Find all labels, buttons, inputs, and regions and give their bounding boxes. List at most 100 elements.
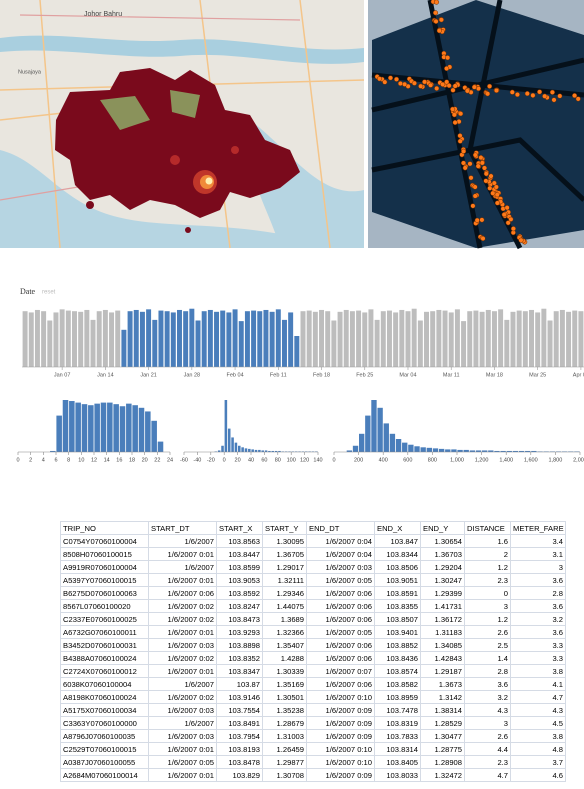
histogram-bar: [451, 449, 456, 452]
table-row: 8567L070601000201/6/2007 0:02103.82471.4…: [61, 600, 566, 613]
bar: [60, 309, 65, 367]
x-tick-label: 140: [313, 457, 322, 463]
histogram-bar: [231, 437, 234, 452]
table-cell: 1.3142: [421, 691, 465, 704]
table-cell: 103.8447: [217, 548, 263, 561]
x-tick-label: 2,000: [573, 457, 584, 463]
table-cell: 103.8473: [217, 613, 263, 626]
histogram-bar: [113, 404, 119, 452]
table-cell: 1.29346: [263, 587, 307, 600]
reset-link[interactable]: reset: [42, 290, 56, 296]
map-dot: [495, 192, 500, 197]
table-cell: 3.4: [511, 535, 566, 548]
histogram-bar: [94, 404, 100, 452]
x-tick-label: 4: [42, 457, 45, 463]
table-cell: 3.2: [465, 691, 511, 704]
table-cell: 2.5: [465, 639, 511, 652]
histogram-bar: [241, 447, 244, 452]
bar: [233, 309, 238, 367]
bar: [325, 311, 330, 367]
bar: [78, 312, 83, 367]
x-tick-label: 0: [223, 457, 226, 463]
table-cell: 103.8319: [375, 717, 421, 730]
table-cell: 3.7: [511, 756, 566, 769]
map-dot: [468, 162, 473, 167]
table-cell: 1.35169: [263, 678, 307, 691]
map-dot: [489, 174, 494, 179]
page: Johor Bahru Nusajaya DateresetJan 07Jan …: [0, 0, 584, 789]
bar: [486, 310, 491, 367]
table-cell: 4.6: [511, 769, 566, 782]
bar: [152, 320, 157, 367]
bar: [362, 312, 367, 367]
table-cell: 1.30708: [263, 769, 307, 782]
bar: [467, 311, 472, 367]
table-cell: 1.26459: [263, 743, 307, 756]
x-tick-label: 60: [261, 457, 267, 463]
map-dot: [447, 83, 452, 88]
map-dot: [394, 77, 399, 82]
bar: [344, 310, 349, 367]
bar: [418, 321, 423, 368]
table-cell: 1.3689: [263, 613, 307, 626]
map-dot: [463, 166, 468, 171]
table-cell: A5175X07060100034: [61, 704, 149, 717]
table-row: A5397Y070601000151/6/2007 0:01103.90531.…: [61, 574, 566, 587]
map-dot: [434, 19, 439, 24]
x-tick-label: 1,600: [524, 457, 538, 463]
table-cell: C0754Y07060100004: [61, 535, 149, 548]
map-dot: [439, 18, 444, 23]
histogram-bar: [139, 408, 145, 452]
table-cell: 1.35238: [263, 704, 307, 717]
histogram-bar: [377, 408, 382, 452]
x-tick-label: Feb 18: [313, 372, 330, 378]
table-cell: 3: [465, 717, 511, 730]
x-tick-label: Jan 28: [184, 372, 201, 378]
map-dot: [453, 84, 458, 89]
bar: [510, 312, 515, 367]
bar: [208, 310, 213, 367]
table-cell: 2.3: [465, 574, 511, 587]
histogram-bar: [384, 423, 389, 452]
map-dot: [509, 217, 514, 222]
table-cell: 1.30501: [263, 691, 307, 704]
map-dot: [519, 238, 524, 243]
table-cell: 1.29399: [421, 587, 465, 600]
table-cell: 4.8: [511, 743, 566, 756]
bar: [461, 321, 466, 367]
histogram-bar: [427, 448, 432, 452]
map-dot: [511, 226, 516, 231]
x-tick-label: Apr 01: [573, 372, 584, 378]
map-label: Johor Bahru: [84, 11, 122, 18]
map-dot: [451, 88, 456, 93]
table-cell: 103.8405: [375, 756, 421, 769]
table-cell: A0387J07060100055: [61, 756, 149, 769]
histogram-bar: [69, 401, 75, 452]
histogram-bar: [228, 429, 231, 452]
table-cell: 103.847: [375, 535, 421, 548]
histogram-bar: [408, 445, 413, 452]
bar: [424, 312, 429, 367]
bar: [214, 312, 219, 367]
table-cell: START_X: [217, 522, 263, 535]
table-cell: 103.8506: [375, 561, 421, 574]
bar: [226, 312, 231, 367]
bar: [523, 311, 528, 367]
bar: [23, 311, 28, 367]
table-cell: 1/6/2007 0:06: [307, 600, 375, 613]
bar: [165, 311, 170, 367]
map-dot: [388, 76, 393, 81]
bar: [251, 311, 256, 367]
table-cell: A6732G07060100011: [61, 626, 149, 639]
table-cell: 3.8: [511, 730, 566, 743]
x-tick-label: 0: [16, 457, 19, 463]
map-dot: [437, 28, 442, 33]
table-cell: 1/6/2007 0:07: [307, 665, 375, 678]
table-cell: B4388A07060100024: [61, 652, 149, 665]
histogram-bar: [396, 439, 401, 452]
table-cell: 1/6/2007 0:09: [307, 704, 375, 717]
map-dot: [440, 82, 445, 87]
